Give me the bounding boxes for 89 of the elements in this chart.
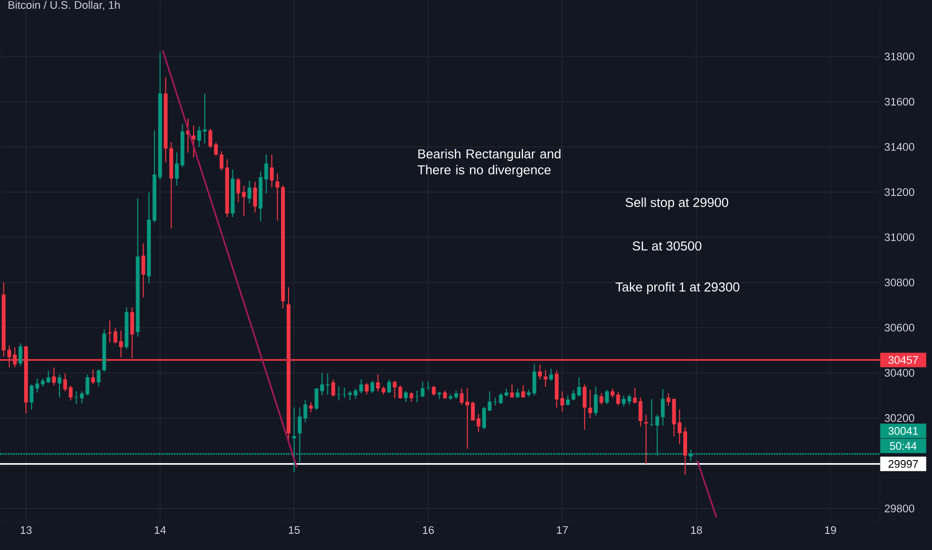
candlestick bbox=[415, 390, 419, 403]
candlestick bbox=[331, 379, 336, 398]
annotation: Take profit 1 at 29300 bbox=[616, 282, 740, 294]
candlestick bbox=[426, 380, 430, 390]
annotation: Bearish Rectangular and There is no divergence bbox=[418, 148, 560, 177]
candlestick bbox=[46, 370, 50, 384]
y-tick-label: 31200 bbox=[884, 188, 914, 196]
ref-line-label: 30041 bbox=[888, 427, 918, 435]
y-tick-label: 30600 bbox=[884, 324, 914, 332]
candlestick bbox=[236, 178, 240, 203]
y-tick-label: 29800 bbox=[884, 504, 914, 512]
candlestick bbox=[544, 370, 548, 388]
candlestick bbox=[18, 342, 22, 367]
x-tick-label: 15 bbox=[288, 526, 300, 534]
x-tick-label: 19 bbox=[825, 526, 836, 534]
y-tick-label: 30200 bbox=[884, 414, 914, 422]
candlestick bbox=[74, 390, 78, 405]
candlestick bbox=[488, 390, 492, 412]
candlestick bbox=[521, 384, 526, 398]
candlestick bbox=[516, 388, 520, 399]
candlestick bbox=[498, 392, 503, 405]
candlestick bbox=[549, 368, 554, 382]
candlestick bbox=[622, 394, 626, 408]
x-tick-label: 18 bbox=[691, 526, 702, 534]
candlestick bbox=[309, 402, 313, 413]
candlestick bbox=[270, 154, 274, 188]
candlestick bbox=[644, 414, 648, 464]
candlestick bbox=[432, 385, 436, 396]
y-tick-label: 30800 bbox=[884, 278, 914, 286]
candlestick bbox=[63, 373, 68, 392]
candlestick bbox=[96, 368, 101, 387]
candlestick bbox=[336, 386, 341, 401]
y-tick-label: 31400 bbox=[884, 143, 914, 151]
candlestick bbox=[510, 384, 514, 398]
y-tick-label: 31000 bbox=[884, 233, 914, 242]
y-tick-label: 31600 bbox=[884, 98, 914, 106]
candlestick bbox=[660, 388, 665, 426]
candlestick bbox=[404, 390, 408, 403]
candlestick bbox=[108, 320, 112, 343]
candlestick bbox=[303, 399, 308, 424]
candlestick bbox=[91, 368, 95, 385]
candlestick bbox=[326, 373, 330, 396]
candlestick bbox=[410, 392, 414, 402]
x-tick-label: 13 bbox=[20, 526, 32, 534]
candlestick bbox=[650, 398, 654, 427]
y-tick-label: 31800 bbox=[884, 52, 914, 60]
x-tick-label: 17 bbox=[557, 526, 568, 534]
candlestick bbox=[532, 363, 536, 396]
candlestick bbox=[242, 185, 246, 217]
candlestick bbox=[482, 406, 486, 430]
candlestick bbox=[560, 390, 564, 412]
ref-line-label: 30457 bbox=[888, 356, 918, 364]
candlestick bbox=[465, 388, 470, 450]
candlestick bbox=[370, 380, 374, 394]
candlestick bbox=[359, 378, 364, 394]
candlestick bbox=[68, 385, 73, 401]
candlestick bbox=[141, 242, 146, 298]
candlestick bbox=[420, 380, 425, 398]
candlestick bbox=[392, 380, 397, 399]
candlestick bbox=[594, 386, 598, 416]
candlestick bbox=[493, 397, 498, 406]
candlestick bbox=[582, 384, 587, 430]
candlestick bbox=[387, 379, 391, 394]
candlestick bbox=[35, 378, 40, 394]
chart-title: Bitcoin / U.S. Dollar, 1h bbox=[8, 0, 120, 10]
candlestick bbox=[538, 364, 542, 380]
candlestick bbox=[599, 392, 604, 405]
annotation: Sell stop at 29900 bbox=[626, 198, 728, 210]
candlestick bbox=[174, 152, 179, 186]
candlestick bbox=[605, 389, 609, 405]
candlestick bbox=[264, 154, 268, 194]
candlestick bbox=[197, 126, 202, 148]
candlestick bbox=[58, 374, 62, 398]
candlestick bbox=[30, 384, 34, 410]
x-tick-label: 16 bbox=[422, 526, 434, 534]
candlestick bbox=[192, 124, 196, 158]
candlestick bbox=[398, 384, 402, 400]
candlestick bbox=[364, 382, 369, 395]
annotation: SL at 30500 bbox=[632, 241, 702, 251]
y-tick-label: 30400 bbox=[884, 368, 914, 377]
candlestick bbox=[52, 366, 56, 386]
candlestick bbox=[566, 394, 570, 406]
ref-line-label: 29997 bbox=[888, 460, 918, 468]
x-tick-label: 14 bbox=[154, 526, 166, 534]
candlestick bbox=[248, 180, 252, 204]
text: 50:44 bbox=[890, 442, 917, 450]
candlestick bbox=[588, 389, 592, 419]
candlestick bbox=[202, 93, 207, 144]
candlestick bbox=[253, 181, 257, 213]
